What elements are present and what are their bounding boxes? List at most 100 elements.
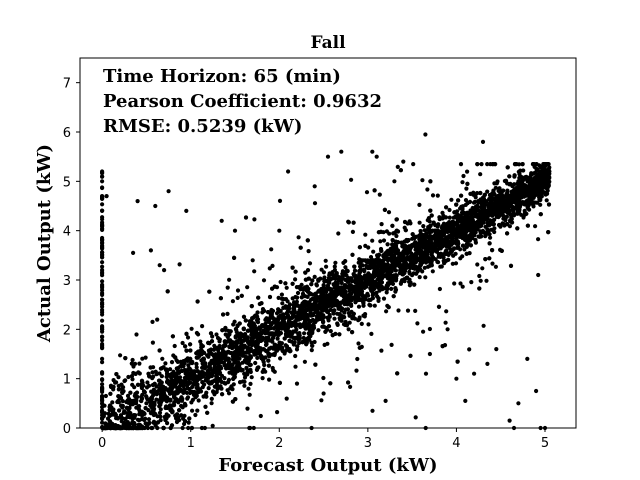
scatter-point (481, 201, 486, 206)
scatter-point (252, 323, 257, 329)
scatter-point (188, 342, 193, 347)
scatter-point (333, 260, 338, 265)
scatter-point (200, 370, 205, 375)
scatter-point (423, 371, 429, 376)
scatter-point (238, 367, 243, 372)
scatter-point (334, 298, 340, 304)
scatter-point (399, 240, 404, 245)
scatter-point (410, 232, 415, 237)
scatter-point (175, 412, 180, 417)
scatter-point (430, 193, 436, 198)
scatter-point (546, 175, 551, 180)
scatter-point (350, 229, 355, 234)
scatter-point (243, 215, 249, 220)
scatter-point (410, 259, 415, 264)
scatter-point (501, 216, 506, 221)
scatter-point (473, 193, 478, 198)
scatter-point (423, 275, 428, 280)
scatter-point (357, 317, 362, 322)
scatter-point (289, 323, 294, 328)
scatter-point (543, 192, 548, 197)
scatter-point (225, 356, 230, 361)
scatter-point (305, 268, 311, 273)
scatter-point (252, 329, 258, 334)
scatter-point (217, 344, 222, 349)
scatter-point (507, 224, 512, 229)
scatter-point (153, 423, 158, 428)
scatter-point (321, 270, 326, 275)
scatter-point (458, 256, 463, 261)
scatter-point (203, 404, 208, 409)
scatter-point (285, 325, 291, 330)
scatter-point (207, 364, 212, 369)
scatter-point (384, 309, 389, 314)
scatter-point (460, 243, 466, 248)
scatter-point (395, 229, 401, 234)
scatter-point (137, 371, 142, 376)
scatter-point (168, 397, 173, 402)
scatter-point (141, 389, 147, 394)
scatter-point (310, 317, 315, 323)
scatter-point (245, 335, 250, 340)
scatter-point (348, 302, 354, 307)
scatter-point (165, 289, 170, 294)
scatter-point (150, 370, 155, 375)
scatter-point (460, 180, 465, 185)
scatter-point (158, 407, 163, 412)
scatter-point (199, 352, 204, 357)
scatter-point (294, 295, 300, 300)
scatter-point (250, 258, 255, 263)
scatter-point (385, 276, 390, 281)
scatter-point (157, 348, 162, 353)
scatter-point (174, 366, 179, 371)
scatter-point (457, 234, 462, 239)
scatter-point (492, 229, 497, 235)
scatter-point (332, 316, 337, 321)
scatter-point (190, 360, 195, 366)
scatter-point (454, 202, 459, 207)
scatter-point (237, 334, 242, 339)
scatter-point (393, 268, 398, 273)
scatter-point (108, 391, 113, 396)
scatter-point (244, 365, 249, 371)
scatter-point (310, 278, 315, 283)
scatter-point (445, 327, 450, 332)
scatter-point (126, 400, 131, 405)
scatter-point (465, 169, 470, 174)
scatter-point (150, 319, 155, 324)
scatter-point (370, 408, 375, 413)
scatter-point (402, 270, 407, 276)
scatter-point (273, 317, 279, 322)
scatter-point (181, 390, 186, 395)
scatter-point (241, 338, 246, 343)
scatter-point (379, 285, 384, 290)
scatter-point (460, 222, 465, 227)
scatter-point (267, 346, 272, 351)
scatter-point (298, 245, 303, 250)
scatter-point (451, 227, 457, 232)
scatter-point (328, 381, 333, 386)
scatter-point (299, 324, 304, 329)
scatter-point (259, 301, 264, 306)
scatter-point (112, 412, 117, 417)
scatter-point (323, 329, 328, 334)
scatter-point (350, 252, 355, 257)
scatter-point (356, 260, 361, 265)
scatter-point (469, 231, 474, 236)
scatter-point (427, 351, 432, 357)
scatter-point (222, 342, 227, 348)
scatter-point (326, 324, 332, 329)
scatter-point (186, 420, 191, 425)
scatter-point (139, 409, 145, 414)
scatter-point (507, 208, 512, 213)
scatter-point (413, 415, 418, 420)
scatter-point (499, 248, 504, 253)
scatter-point (246, 350, 251, 355)
scatter-point (266, 358, 271, 363)
scatter-point (231, 322, 236, 327)
scatter-point (330, 299, 336, 304)
scatter-point (109, 384, 114, 389)
scatter-point (321, 324, 326, 329)
scatter-point (187, 387, 192, 392)
scatter-point (360, 293, 365, 298)
